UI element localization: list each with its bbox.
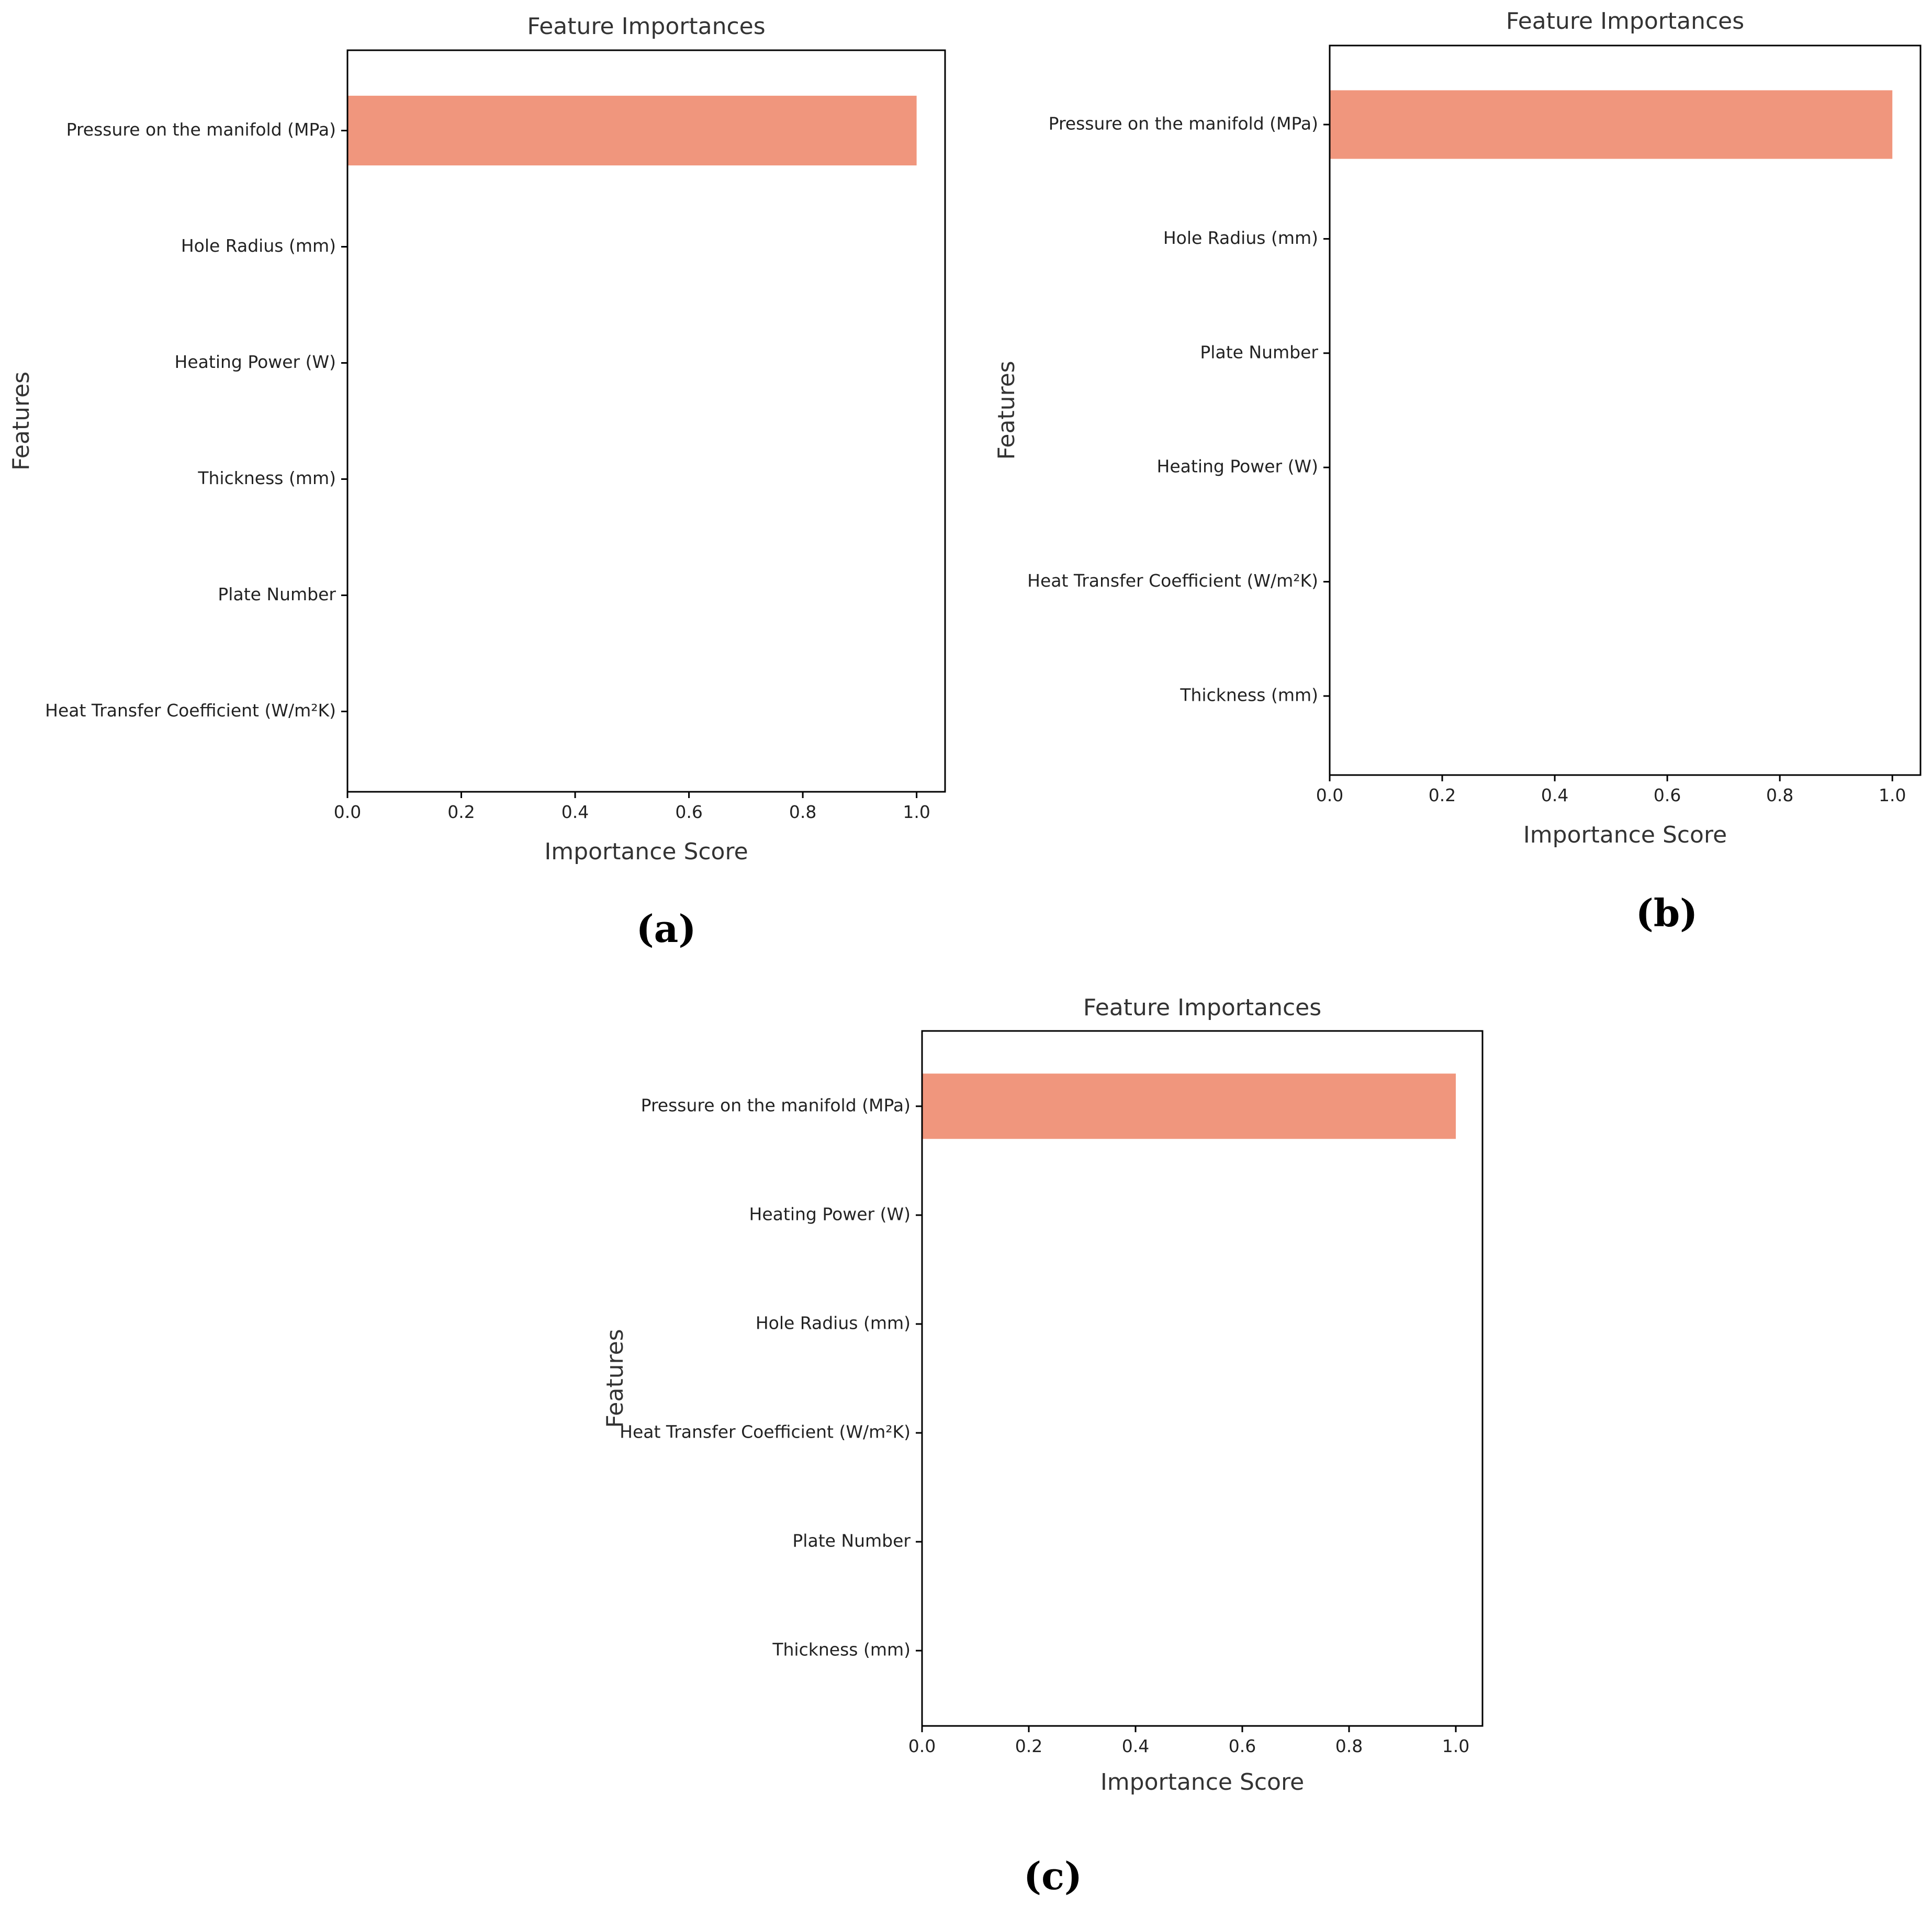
y-tick-label-4: Plate Number <box>218 584 336 604</box>
x-tick-label-5: 1.0 <box>1879 785 1906 805</box>
x-tick-label-2: 0.4 <box>561 802 589 822</box>
y-tick-label-0: Pressure on the manifold (MPa) <box>66 119 336 140</box>
chart-title: Feature Importances <box>1506 8 1744 35</box>
y-tick-label-5: Thickness (mm) <box>1180 685 1318 705</box>
x-tick-label-0: 0.0 <box>1316 785 1343 805</box>
y-tick-label-2: Hole Radius (mm) <box>756 1313 911 1333</box>
y-tick-label-1: Hole Radius (mm) <box>1163 228 1318 248</box>
plot-frame <box>921 1030 1484 1727</box>
x-tick-label-4: 0.8 <box>789 802 816 822</box>
x-tick-label-1: 0.2 <box>447 802 475 822</box>
y-tick-label-0: Pressure on the manifold (MPa) <box>1049 114 1318 134</box>
x-tick-label-1: 0.2 <box>1015 1736 1042 1756</box>
y-tick-label-2: Heating Power (W) <box>175 352 336 372</box>
y-tick-label-4: Heat Transfer Coefficient (W/m²K) <box>1027 570 1318 591</box>
x-tick-label-2: 0.4 <box>1122 1736 1149 1756</box>
bar-0 <box>922 1073 1456 1139</box>
x-axis-label: Importance Score <box>544 838 748 865</box>
chart-panel-c: Pressure on the manifold (MPa) Heating Po… <box>602 994 1484 1898</box>
y-tick-label-3: Thickness (mm) <box>197 468 336 488</box>
y-tick-label-3: Heat Transfer Coefficient (W/m²K) <box>620 1422 911 1442</box>
y-axis-label: Features <box>993 361 1020 459</box>
y-tick-label-5: Thickness (mm) <box>772 1640 911 1660</box>
x-axis-label: Importance Score <box>1523 822 1727 848</box>
bar-0 <box>347 95 917 166</box>
x-tick-label-5: 1.0 <box>903 802 930 822</box>
x-tick-label-3: 0.6 <box>1229 1736 1256 1756</box>
x-tick-label-1: 0.2 <box>1429 785 1456 805</box>
y-axis-label: Features <box>8 372 35 470</box>
y-tick-label-5: Heat Transfer Coefficient (W/m²K) <box>45 700 336 721</box>
y-tick-label-4: Plate Number <box>792 1531 911 1551</box>
y-tick-label-0: Pressure on the manifold (MPa) <box>641 1095 911 1115</box>
y-tick-label-1: Heating Power (W) <box>749 1204 911 1224</box>
x-tick-label-4: 0.8 <box>1766 785 1793 805</box>
x-axis-label: Importance Score <box>1100 1769 1304 1796</box>
y-tick-label-1: Hole Radius (mm) <box>181 235 336 256</box>
panel-label-a: (a) <box>636 906 697 951</box>
panel-label-c: (c) <box>1024 1854 1082 1898</box>
chart-panel-b: Pressure on the manifold (MPa) Hole Radiu… <box>993 8 1922 935</box>
chart-title: Feature Importances <box>1083 994 1321 1021</box>
plot-frame <box>1329 44 1922 776</box>
bar-0 <box>1330 90 1893 159</box>
plot-frame <box>346 49 946 793</box>
x-tick-label-2: 0.4 <box>1541 785 1568 805</box>
chart-title: Feature Importances <box>527 13 765 40</box>
y-tick-label-2: Plate Number <box>1200 342 1318 362</box>
x-tick-label-0: 0.0 <box>334 802 361 822</box>
x-tick-label-0: 0.0 <box>908 1736 936 1756</box>
x-tick-label-3: 0.6 <box>1654 785 1681 805</box>
chart-panel-a: Pressure on the manifold (MPa) Hole Radiu… <box>8 13 946 951</box>
panel-label-b: (b) <box>1636 891 1698 935</box>
x-tick-label-4: 0.8 <box>1335 1736 1363 1756</box>
y-axis-label: Features <box>602 1329 628 1428</box>
x-tick-label-3: 0.6 <box>675 802 702 822</box>
x-tick-label-5: 1.0 <box>1442 1736 1469 1756</box>
y-tick-label-3: Heating Power (W) <box>1157 456 1318 477</box>
